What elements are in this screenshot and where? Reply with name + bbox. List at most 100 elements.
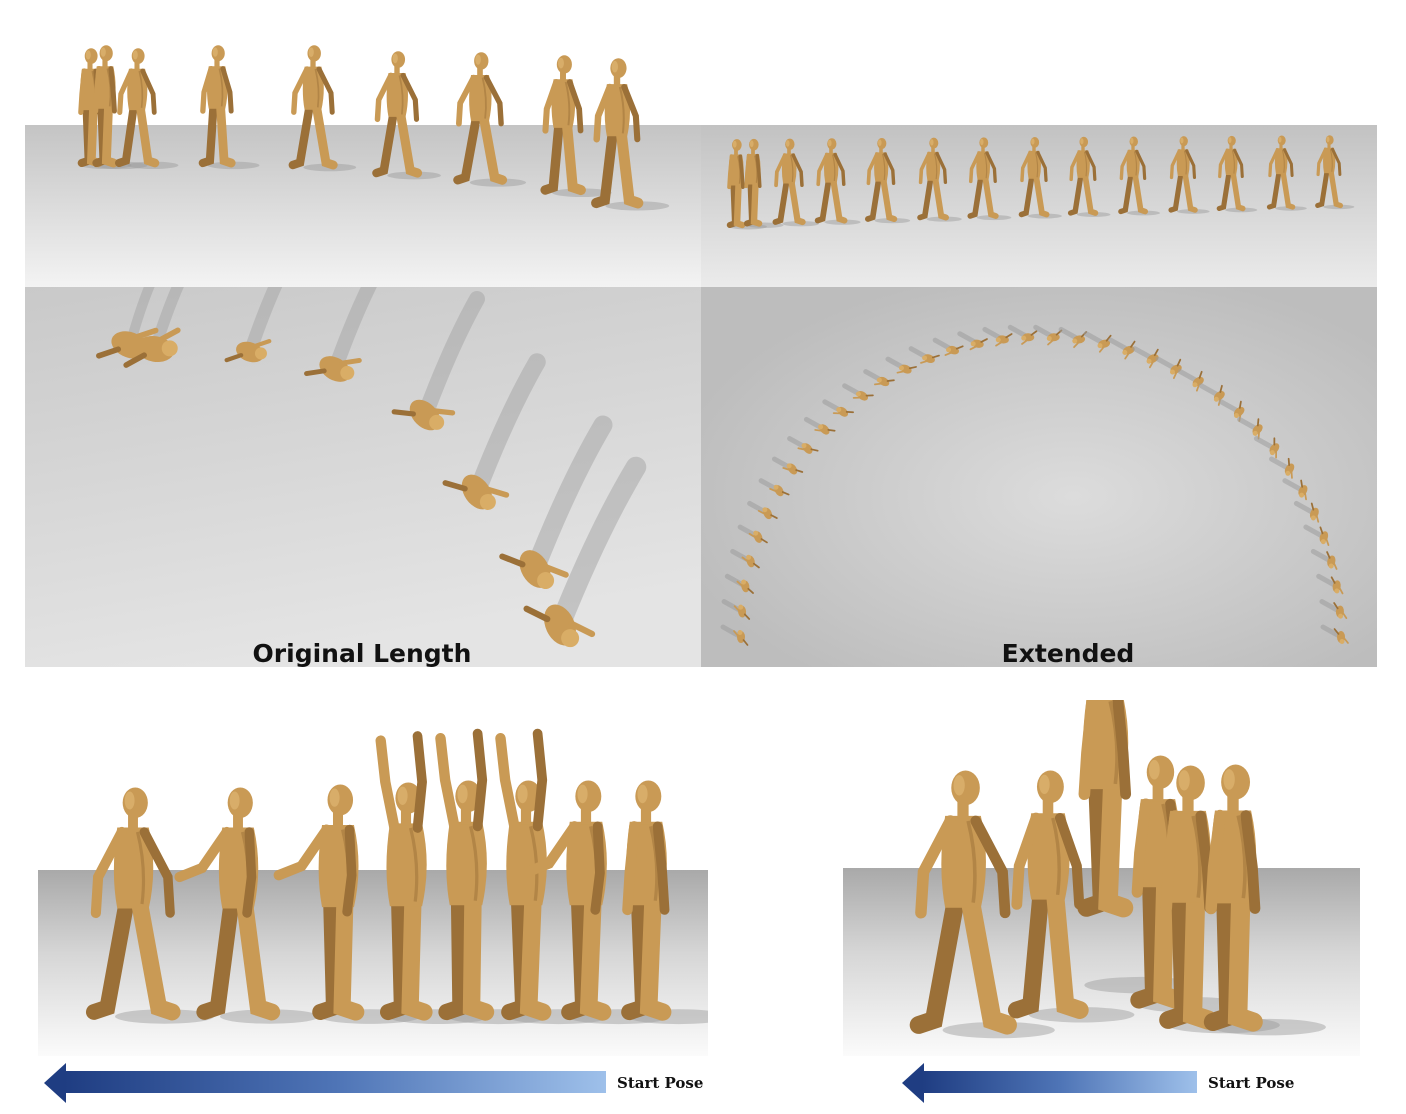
- human-figure: [540, 55, 612, 198]
- arrow-head-icon: [902, 1063, 924, 1103]
- top-view-figure: [1309, 502, 1320, 523]
- arc-trajectory-figures-group: [720, 324, 1349, 646]
- top-view-figure: [1021, 330, 1038, 345]
- human-figure: [375, 731, 489, 1024]
- top-view-figure: [896, 364, 917, 374]
- human-figure: [1216, 135, 1258, 213]
- human-figure: [1266, 135, 1307, 211]
- human-figure: [1018, 137, 1062, 219]
- human-figure: [1077, 700, 1198, 994]
- human-figure: [372, 51, 441, 180]
- arrow-head-icon: [44, 1063, 66, 1103]
- top-view-figure: [814, 424, 836, 435]
- human-figure: [621, 780, 708, 1025]
- top-view-figure: [748, 530, 768, 544]
- top-view-figure: [920, 354, 940, 364]
- arm-raise-sequence-scene: [38, 728, 708, 1056]
- top-view-figure: [782, 463, 804, 475]
- top-view-figure: [1319, 526, 1330, 546]
- human-figure: [174, 787, 319, 1024]
- human-figure: [917, 137, 962, 222]
- top-view-figure: [1298, 479, 1308, 501]
- top-view-figure: [442, 474, 510, 510]
- start-pose-label-right: Start Pose: [1208, 1074, 1295, 1092]
- arm-raise-figures-group: [85, 728, 708, 1025]
- top-view-figure: [1097, 334, 1112, 353]
- top-view-figure: [1252, 418, 1263, 440]
- top-view-figure: [304, 356, 362, 382]
- extended-side-view-scene: [701, 125, 1377, 287]
- top-view-figure: [736, 579, 754, 594]
- top-view-figure: [1122, 340, 1136, 360]
- human-figure: [92, 45, 148, 170]
- top-view-figure: [1284, 457, 1295, 479]
- human-figure: [435, 728, 550, 1025]
- arm-raise-sequence-panel: [38, 700, 708, 1056]
- human-figure: [772, 138, 820, 227]
- top-view-figures-group: [96, 327, 596, 648]
- human-figure: [288, 45, 357, 172]
- jump-sequence-scene: [843, 700, 1360, 1056]
- top-view-figure: [832, 406, 854, 417]
- human-figure: [865, 137, 911, 224]
- jump-sequence-panel: [843, 700, 1360, 1056]
- human-figure: [814, 138, 861, 225]
- human-figure: [1007, 770, 1135, 1023]
- top-view-figure: [1333, 628, 1349, 644]
- time-direction-arrow-right: [902, 1063, 1197, 1103]
- human-figure: [967, 137, 1012, 221]
- human-figure: [198, 45, 260, 170]
- arrow-bar: [922, 1071, 1197, 1093]
- human-figure: [115, 48, 179, 169]
- extended-label: Extended: [1001, 639, 1135, 667]
- time-direction-arrow-left: [44, 1063, 606, 1103]
- human-figure: [1067, 136, 1111, 217]
- extended-side-view-panel: [701, 125, 1377, 287]
- extended-top-view-scene: [701, 287, 1377, 667]
- original-side-view-scene: [25, 45, 701, 287]
- walker-figures-group: [77, 45, 670, 211]
- top-view-figure: [224, 339, 272, 363]
- top-view-figure: [741, 554, 760, 569]
- human-figure: [495, 728, 610, 1025]
- arrow-bar: [64, 1071, 606, 1093]
- top-view-figure: [995, 333, 1013, 347]
- figure-shadows-group: [125, 287, 647, 636]
- original-top-view-panel: Original Length: [25, 287, 701, 667]
- extended-top-view-panel: Extended: [701, 287, 1377, 667]
- human-figure: [1168, 136, 1210, 214]
- walker-figures-group: [726, 135, 1355, 230]
- top-view-figure: [499, 550, 569, 590]
- top-view-figure: [969, 338, 988, 351]
- top-view-figure: [733, 630, 749, 646]
- human-figure: [453, 52, 527, 187]
- human-figure: [77, 48, 132, 169]
- top-view-figure: [852, 390, 874, 401]
- top-view-figure: [1326, 551, 1338, 570]
- human-figure: [909, 770, 1055, 1039]
- human-figure: [726, 139, 767, 230]
- jump-figures-group: [909, 700, 1326, 1039]
- human-figure: [1203, 764, 1326, 1036]
- top-view-figure: [1330, 576, 1344, 595]
- top-view-figure: [1146, 348, 1159, 369]
- original-side-view-panel: [25, 25, 701, 287]
- top-view-figure: [391, 399, 456, 431]
- start-pose-label-left: Start Pose: [617, 1074, 704, 1092]
- original-length-label: Original Length: [252, 639, 472, 667]
- top-view-figure: [523, 604, 596, 648]
- top-view-figure: [874, 376, 895, 387]
- human-figure: [85, 787, 214, 1024]
- top-view-figure: [123, 327, 181, 368]
- original-top-view-scene: [25, 287, 701, 667]
- human-figure: [1315, 135, 1355, 210]
- human-figure: [591, 58, 670, 211]
- top-view-figure: [757, 507, 778, 520]
- top-view-figure: [733, 604, 751, 620]
- top-view-figure: [769, 484, 790, 497]
- top-view-figure: [1269, 437, 1280, 459]
- top-view-figure: [797, 443, 819, 454]
- top-view-figure: [1333, 602, 1348, 620]
- human-figure: [1118, 136, 1161, 216]
- top-view-figure: [944, 345, 964, 356]
